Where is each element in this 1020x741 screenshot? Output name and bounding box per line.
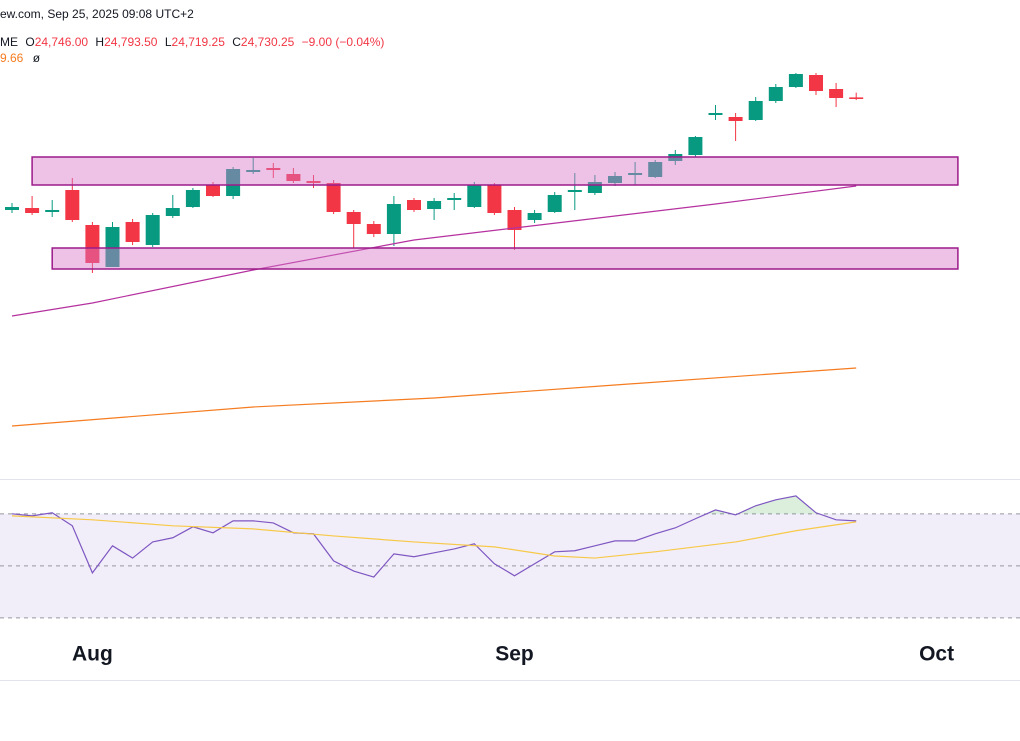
candle-body <box>527 213 542 220</box>
x-tick-label: Oct <box>919 643 954 666</box>
header: ew.com, Sep 25, 2025 09:08 UTC+2 ME O24,… <box>0 7 384 65</box>
candle-body <box>728 117 743 121</box>
candle-body <box>628 173 643 175</box>
candle-body <box>688 137 703 155</box>
candle-body <box>5 207 19 210</box>
candle-body <box>467 185 482 207</box>
moving-average <box>11 367 857 427</box>
candle-body <box>507 210 522 230</box>
ohlc-value: 24,719.25 <box>172 35 226 49</box>
candle-body <box>849 97 864 99</box>
ohlc-key: L <box>165 35 172 49</box>
indicator-line: 9.66 ø <box>0 51 41 65</box>
ohlc-value: 24,730.25 <box>241 35 295 49</box>
candle-body <box>547 195 562 212</box>
candle-body <box>85 225 100 263</box>
candle-body <box>105 227 120 267</box>
candle-body <box>748 101 763 120</box>
ohlc-key: C <box>232 35 241 49</box>
candle-body <box>65 190 80 220</box>
candle-body <box>407 200 421 210</box>
candle-body <box>165 208 180 216</box>
ohlc-key: O <box>25 35 34 49</box>
ohlc-key: H <box>95 35 104 49</box>
candle-body <box>587 182 602 193</box>
candle-body <box>809 75 823 91</box>
candle-body <box>145 215 160 245</box>
overbought-fill <box>12 495 857 514</box>
candle-body <box>286 174 301 181</box>
rsi-line <box>11 515 857 559</box>
candle-body <box>25 208 40 213</box>
candle-body <box>768 87 783 101</box>
x-tick-label: Aug <box>72 643 113 666</box>
change: −9.00 (−0.04%) <box>302 35 385 49</box>
symbol: ME <box>0 35 18 49</box>
candle-body <box>246 170 261 172</box>
candle-body <box>125 222 140 242</box>
candle-body <box>487 185 502 213</box>
zone <box>51 247 959 270</box>
zone <box>31 156 959 186</box>
candle-body <box>567 190 582 192</box>
indicator-value: 9.66 <box>0 51 24 65</box>
ohlc-value: 24,746.00 <box>35 35 89 49</box>
candle-body <box>788 74 803 87</box>
candle-body <box>427 201 442 209</box>
candle-body <box>206 185 220 196</box>
indicator-flag: ø <box>33 51 41 65</box>
candle-body <box>185 190 200 207</box>
ohlc-line: ME O24,746.00 H24,793.50 L24,719.25 C24,… <box>0 35 384 49</box>
ohlc-value: 24,793.50 <box>104 35 158 49</box>
candle-body <box>306 181 321 183</box>
price-pane <box>5 73 959 427</box>
candle-body <box>266 168 281 170</box>
candle-body <box>366 224 381 234</box>
candle-body <box>386 204 401 234</box>
candle-body <box>648 162 663 177</box>
candle-body <box>326 183 341 212</box>
x-tick-label: Sep <box>495 643 534 666</box>
candle-body <box>608 176 622 183</box>
candle-body <box>829 89 844 98</box>
rsi-line <box>11 495 857 578</box>
moving-average <box>11 185 857 317</box>
candle-body <box>226 169 241 196</box>
rsi-pane <box>0 495 1020 619</box>
candle-body <box>45 210 60 212</box>
candle-body <box>346 212 361 224</box>
candle-body <box>447 198 462 200</box>
candle-body <box>708 113 723 115</box>
source-line: ew.com, Sep 25, 2025 09:08 UTC+2 <box>0 7 194 21</box>
